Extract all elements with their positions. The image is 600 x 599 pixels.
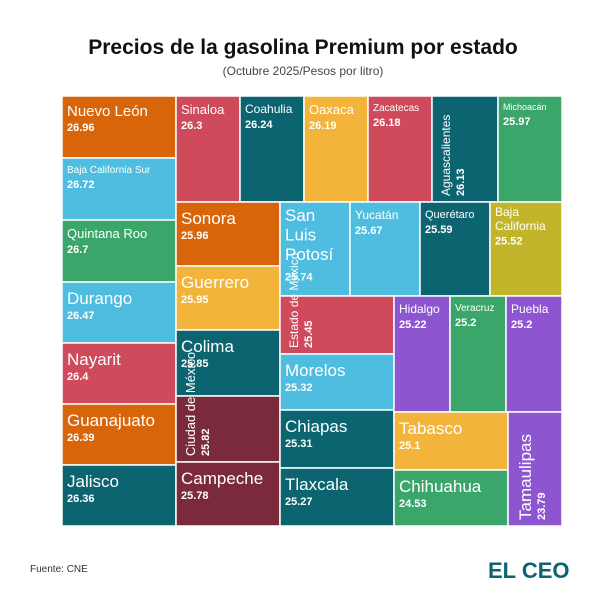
chart-title: Precios de la gasolina Premium por estad…: [88, 36, 517, 59]
tile-value: 26.3: [181, 120, 202, 132]
tile-value: 26.47: [67, 310, 95, 322]
tile-label: Veracruz: [455, 303, 494, 314]
tile-label: Querétaro: [425, 209, 475, 221]
tile: [279, 467, 395, 527]
tile-label: Tabasco: [399, 419, 462, 438]
tile-value: 25.45: [303, 320, 315, 348]
tile: [175, 95, 241, 203]
tile-value: 26.7: [67, 244, 88, 256]
tile-label: Puebla: [511, 302, 549, 316]
tile-value: 24.53: [399, 498, 427, 510]
tile-value: 25.97: [503, 116, 531, 128]
tile: [175, 329, 281, 397]
chart-subtitle: (Octubre 2025/Pesos por litro): [223, 64, 384, 78]
tile-label: Baja California: [495, 205, 546, 233]
tile-value: 26.18: [373, 117, 401, 129]
tile: [279, 353, 395, 411]
tile-label: Guerrero: [181, 273, 249, 292]
tile-label: Ciudad de México: [183, 352, 198, 456]
tile: [505, 295, 563, 413]
tile-value: 25.27: [285, 496, 313, 508]
tile-value: 26.36: [67, 493, 95, 505]
tile-value: 26.19: [309, 120, 337, 132]
tile-value: 25.22: [399, 319, 427, 331]
tile: [61, 464, 177, 527]
tile-label: Sonora: [181, 209, 236, 228]
tile-value: 25.78: [181, 490, 209, 502]
tile-value: 26.13: [455, 168, 467, 196]
tile-value: 25.82: [200, 428, 212, 456]
tile: [61, 95, 177, 159]
tile-value: 25.1: [399, 440, 420, 452]
tile: [349, 201, 421, 297]
source: Fuente: CNE: [30, 564, 88, 575]
tile-value: 25.85: [181, 358, 209, 370]
tile-value: 25.67: [355, 225, 383, 237]
tile-value: 26.24: [245, 119, 273, 131]
brand: EL CEO: [488, 558, 570, 583]
tile: [175, 461, 281, 527]
tile-value: 25.2: [511, 319, 532, 331]
tile-label: Nayarit: [67, 350, 121, 369]
tile: [431, 95, 499, 203]
tile: [303, 95, 369, 203]
tile: [279, 409, 395, 469]
tile: [61, 403, 177, 466]
tile-label: Hidalgo: [399, 302, 440, 316]
tile-label: San Luis Potosí: [285, 206, 333, 264]
tile-label: Tlaxcala: [285, 475, 349, 494]
tile: [61, 157, 177, 221]
tile-value: 25.32: [285, 382, 313, 394]
tile-label: Campeche: [181, 469, 263, 488]
tile-label: Chiapas: [285, 417, 347, 436]
tile-label: Baja California Sur: [67, 165, 151, 176]
tile-label: Michoacán: [503, 102, 547, 112]
tile-value: 25.31: [285, 438, 313, 450]
tile: [419, 201, 491, 297]
tile: [507, 411, 563, 527]
tile-value: 26.96: [67, 122, 95, 134]
tile: [279, 295, 395, 355]
tile-label: Zacatecas: [373, 103, 419, 114]
tile-label: Tamaulipas: [516, 434, 535, 520]
tile-value: 25.52: [495, 236, 523, 248]
tile-label: Guanajuato: [67, 411, 155, 430]
tile-value: 25.59: [425, 224, 453, 236]
tile: [393, 469, 509, 527]
tile-value: 26.72: [67, 179, 95, 191]
tile: [489, 201, 563, 297]
tile-label: Chihuahua: [399, 477, 482, 496]
tile-label: Oaxaca: [309, 102, 355, 117]
tile-label: Jalisco: [67, 472, 119, 491]
tile-label: Nuevo León: [67, 103, 148, 120]
tile: [61, 219, 177, 283]
tile-label: Coahulia: [245, 102, 293, 116]
tile-label: Aguascalientes: [439, 115, 453, 196]
tile-label: Durango: [67, 289, 132, 308]
tile: [279, 201, 351, 297]
tile: [393, 295, 451, 413]
tile: [175, 201, 281, 267]
tile-value: 26.39: [67, 432, 95, 444]
tile-value: 25.95: [181, 294, 209, 306]
tile-value: 23.79: [536, 492, 548, 520]
tile-value: 25.96: [181, 230, 209, 242]
tile-label: Colima: [181, 337, 234, 356]
tile-label: Estado de México: [287, 252, 301, 348]
tile-label: Sinaloa: [181, 102, 225, 117]
tile-label: Morelos: [285, 361, 345, 380]
tile: [393, 411, 509, 471]
tile-value: 25.74: [285, 272, 313, 284]
tile-label: Yucatán: [355, 208, 398, 222]
tile-label: Quintana Roo: [67, 226, 147, 241]
tile-value: 25.2: [455, 317, 476, 329]
tile-value: 26.4: [67, 371, 89, 383]
